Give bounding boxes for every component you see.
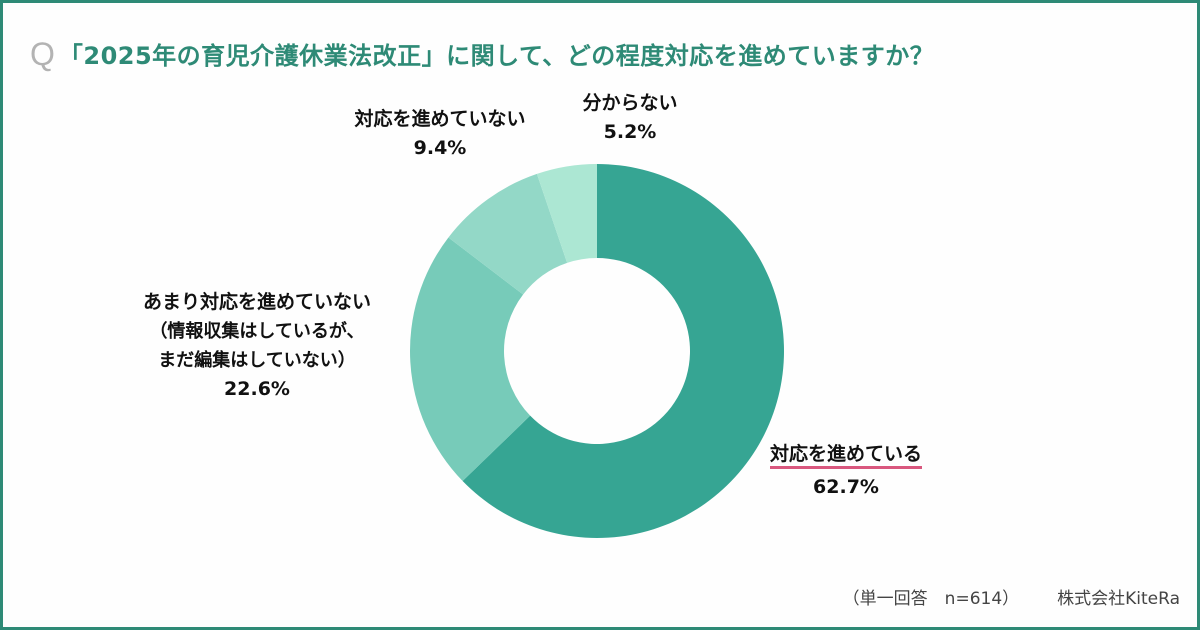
donut-slice xyxy=(410,237,531,482)
label-not-progressing: 対応を進めていない 9.4% xyxy=(330,105,550,163)
sample-note: （単一回答 n=614） xyxy=(842,589,1020,609)
donut-slice xyxy=(448,173,568,295)
q-icon: Q xyxy=(30,35,55,72)
label-progressing-name: 対応を進めている xyxy=(770,443,923,469)
label-unknown-name: 分からない xyxy=(582,92,678,114)
label-unknown: 分からない 5.2% xyxy=(560,89,700,147)
label-somewhat-not-note2: まだ編集はしていない） xyxy=(158,350,356,371)
question-text: 「2025年の育児介護休業法改正」に関して、どの程度対応を進めていますか？ xyxy=(58,42,935,70)
label-progressing: 対応を進めている 62.7% xyxy=(770,440,923,502)
label-unknown-pct: 5.2% xyxy=(603,121,657,143)
chart-title: Q 「2025年の育児介護休業法改正」に関して、どの程度対応を進めていますか？ xyxy=(30,36,934,71)
label-somewhat-not: あまり対応を進めていない （情報収集はしているが、 まだ編集はしていない） 22… xyxy=(112,288,402,404)
source-credit: 株式会社KiteRa xyxy=(1057,589,1180,609)
label-progressing-pct: 62.7% xyxy=(813,476,879,498)
chart-footer: （単一回答 n=614） 株式会社KiteRa xyxy=(843,584,1180,609)
label-somewhat-not-note1: （情報収集はしているが、 xyxy=(149,321,365,342)
label-not-progressing-pct: 9.4% xyxy=(413,137,467,159)
label-somewhat-not-name: あまり対応を進めていない xyxy=(142,291,371,313)
donut-slice xyxy=(462,164,784,538)
label-somewhat-not-pct: 22.6% xyxy=(224,378,290,400)
label-not-progressing-name: 対応を進めていない xyxy=(354,108,526,130)
donut-slice xyxy=(536,164,597,263)
